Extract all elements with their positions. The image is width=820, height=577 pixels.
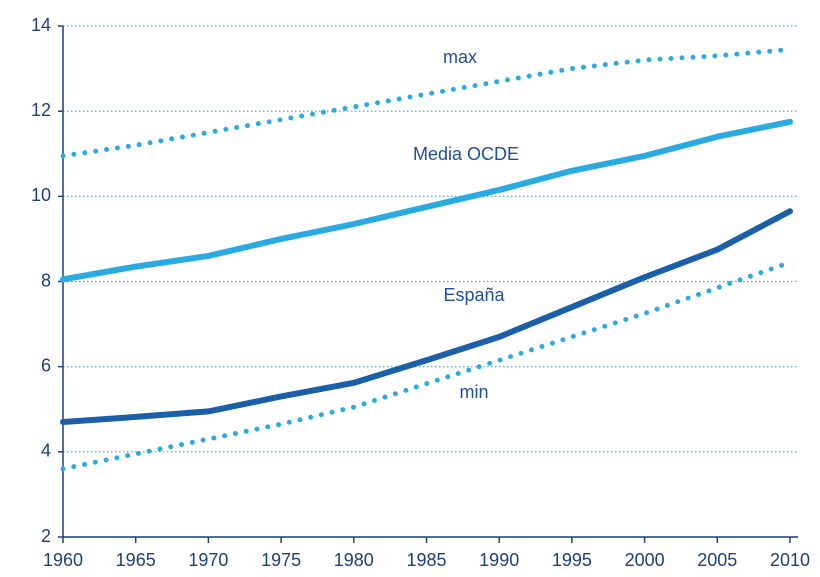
- line-series: [60, 118, 793, 283]
- series-label: Media OCDE: [413, 144, 519, 164]
- y-tick-label: 14: [31, 15, 51, 35]
- line-series: [60, 208, 793, 426]
- x-tick-label: 1995: [552, 550, 592, 570]
- x-tick-label: 2010: [770, 550, 810, 570]
- y-tick-label: 12: [31, 100, 51, 120]
- x-tick-label: 1980: [334, 550, 374, 570]
- x-tick-label: 1960: [43, 550, 83, 570]
- y-tick-label: 8: [41, 270, 51, 290]
- series-label: España: [443, 285, 505, 305]
- x-tick-label: 1965: [116, 550, 156, 570]
- series-label: min: [459, 382, 488, 402]
- y-tick-label: 4: [41, 441, 51, 461]
- x-tick-label: 1975: [261, 550, 301, 570]
- x-tick-label: 1990: [479, 550, 519, 570]
- x-tick-label: 2000: [625, 550, 665, 570]
- y-tick-label: 6: [41, 355, 51, 375]
- y-tick-label: 10: [31, 185, 51, 205]
- series-label: max: [443, 47, 477, 67]
- line-series: [60, 46, 793, 159]
- x-tick-label: 1970: [188, 550, 228, 570]
- x-tick-label: 2005: [697, 550, 737, 570]
- line-series: [60, 259, 793, 472]
- y-tick-label: 2: [41, 526, 51, 546]
- x-tick-label: 1985: [406, 550, 446, 570]
